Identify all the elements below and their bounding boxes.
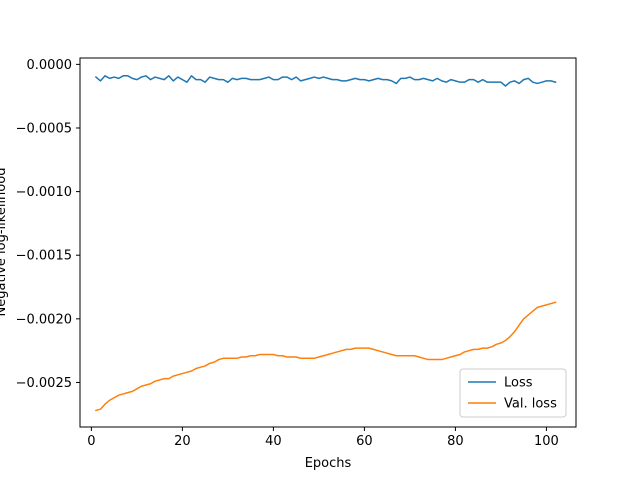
series-layer (94, 75, 557, 412)
legend-label-1: Val. loss (504, 397, 557, 412)
series-line-1 (95, 301, 557, 412)
legend-box (459, 368, 567, 418)
x-axis: 0 20 40 60 80 100 (87, 427, 559, 449)
y-tick-label: −0.0005 (16, 121, 72, 136)
y-tick-label: −0.0025 (16, 376, 72, 391)
x-tick-label: 0 (87, 434, 95, 449)
legend: Loss Val. loss (459, 368, 567, 418)
y-tick-label: −0.0020 (16, 312, 72, 327)
plot-area (80, 58, 576, 427)
y-axis: 0.0000 −0.0005 −0.0010 −0.0015 −0.0020 −0.002… (16, 58, 80, 391)
x-tick-label: 100 (534, 434, 559, 449)
y-tick-label: −0.0015 (16, 249, 72, 264)
series-line-0 (94, 75, 557, 87)
x-axis-label: Epochs (305, 456, 352, 471)
axes-background (80, 58, 576, 427)
x-tick-label: 40 (265, 434, 282, 449)
legend-label-0: Loss (504, 376, 533, 391)
axes-frame (79, 57, 577, 428)
x-tick-label: 60 (356, 434, 373, 449)
x-tick-label: 20 (174, 434, 191, 449)
y-tick-label: 0.0000 (27, 58, 73, 73)
y-axis-label: Negative log-likelihood (0, 168, 9, 317)
x-tick-label: 80 (447, 434, 464, 449)
y-tick-label: −0.0010 (16, 185, 72, 200)
